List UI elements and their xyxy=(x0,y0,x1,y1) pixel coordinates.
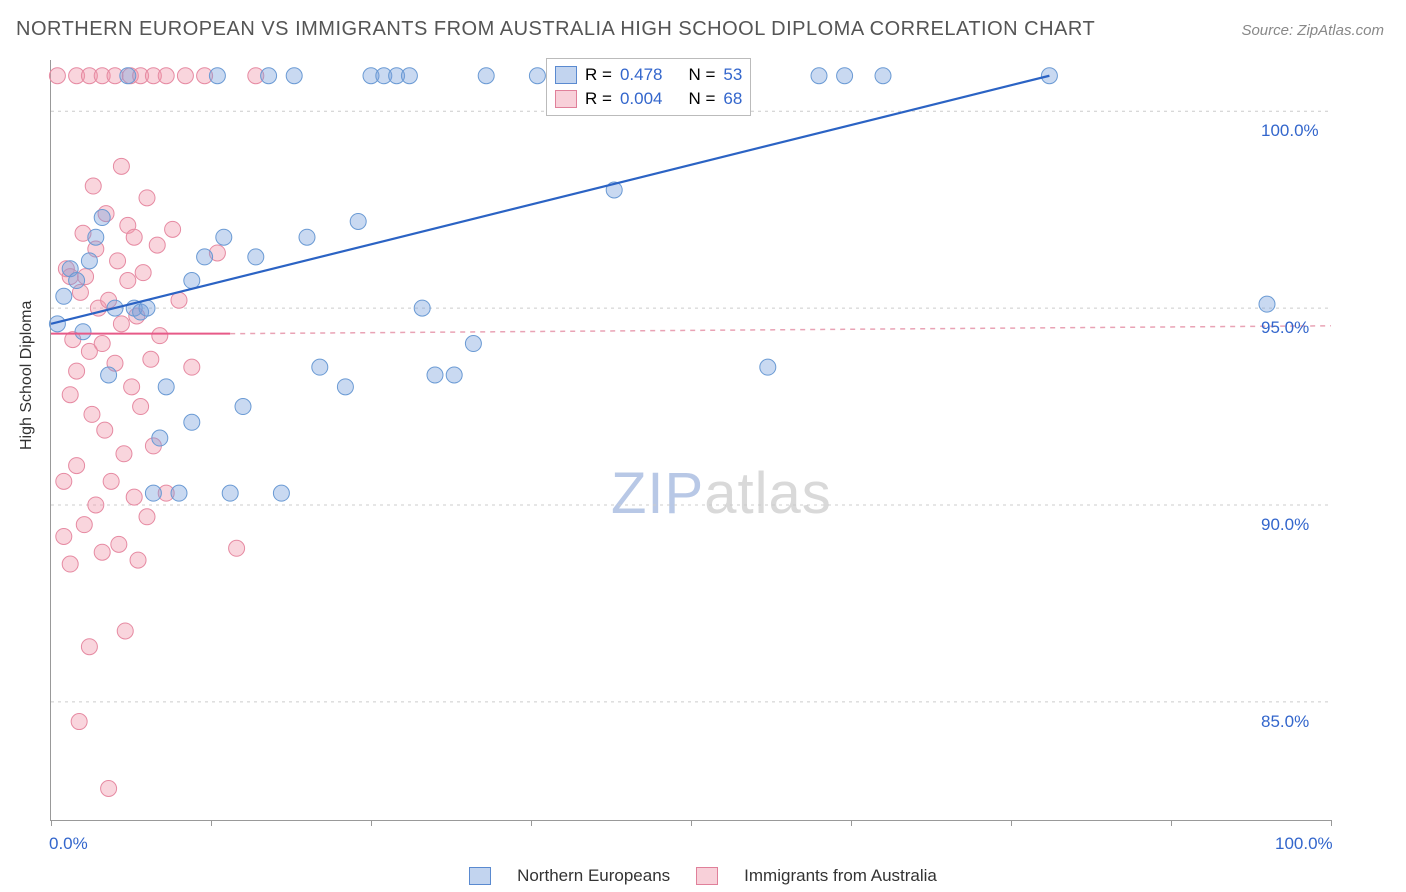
xtick xyxy=(1331,820,1332,826)
swatch-pink xyxy=(696,867,718,885)
swatch-blue xyxy=(469,867,491,885)
legend-label-blue: Northern Europeans xyxy=(517,866,670,886)
bottom-legend: Northern Europeans Immigrants from Austr… xyxy=(0,866,1406,886)
xtick xyxy=(851,820,852,826)
xtick xyxy=(691,820,692,826)
swatch-pink xyxy=(555,90,577,108)
n-label: N = xyxy=(688,87,715,111)
n-value-blue: 53 xyxy=(723,63,742,87)
ytick-label: 100.0% xyxy=(1261,121,1319,141)
xtick xyxy=(1011,820,1012,826)
chart-title: NORTHERN EUROPEAN VS IMMIGRANTS FROM AUS… xyxy=(16,18,1095,41)
xtick-label-right: 100.0% xyxy=(1275,834,1333,854)
r-value-pink: 0.004 xyxy=(620,87,663,111)
stats-row-pink: R = 0.004 N = 68 xyxy=(555,87,742,111)
ytick-label: 85.0% xyxy=(1261,712,1309,732)
r-label: R = xyxy=(585,63,612,87)
xtick xyxy=(211,820,212,826)
stats-legend: R = 0.478 N = 53 R = 0.004 N = 68 xyxy=(546,58,751,116)
xtick xyxy=(371,820,372,826)
r-label: R = xyxy=(585,87,612,111)
xtick-label-left: 0.0% xyxy=(49,834,88,854)
r-value-blue: 0.478 xyxy=(620,63,663,87)
chart-svg xyxy=(51,60,1331,820)
xtick xyxy=(1171,820,1172,826)
xtick xyxy=(531,820,532,826)
stats-row-blue: R = 0.478 N = 53 xyxy=(555,63,742,87)
ytick-label: 95.0% xyxy=(1261,318,1309,338)
source-label: Source: ZipAtlas.com xyxy=(1241,22,1384,39)
n-label: N = xyxy=(688,63,715,87)
plot-area: ZIPatlas R = 0.478 N = 53 R = 0.004 N = … xyxy=(50,60,1331,821)
legend-label-pink: Immigrants from Australia xyxy=(744,866,937,886)
swatch-blue xyxy=(555,66,577,84)
n-value-pink: 68 xyxy=(723,87,742,111)
ytick-label: 90.0% xyxy=(1261,515,1309,535)
y-axis-label: High School Diploma xyxy=(18,301,36,450)
xtick xyxy=(51,820,52,826)
